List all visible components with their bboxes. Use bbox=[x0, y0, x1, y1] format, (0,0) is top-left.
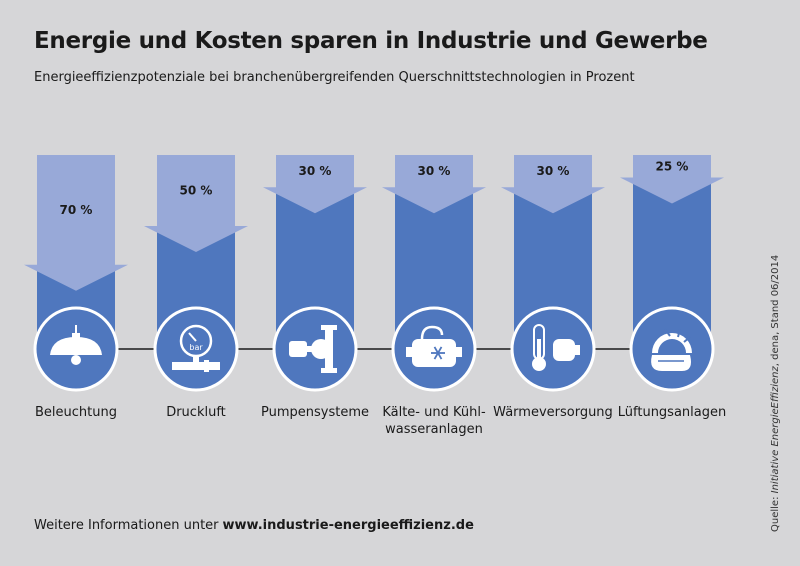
savings-arrow bbox=[24, 155, 128, 291]
category-label: Beleuchtung bbox=[35, 405, 117, 420]
lamp-icon bbox=[33, 306, 119, 392]
category-label: Lüftungsanlagen bbox=[618, 405, 726, 420]
savings-arrow bbox=[144, 155, 248, 252]
value-label: 30 % bbox=[537, 164, 570, 178]
source-prefix: Quelle: bbox=[770, 493, 781, 532]
category-label: Wärmeversorgung bbox=[493, 405, 613, 420]
category-label: wasseranlagen bbox=[385, 422, 483, 437]
value-label: 70 % bbox=[60, 203, 93, 217]
svg-text:bar: bar bbox=[189, 343, 203, 352]
value-label: 30 % bbox=[418, 164, 451, 178]
chart-subtitle: Energieeffizienzpotenziale bei branchenü… bbox=[34, 70, 635, 85]
pump-icon bbox=[272, 306, 358, 392]
fan-icon bbox=[629, 306, 715, 392]
source-suffix: , dena, Stand 06/2014 bbox=[770, 254, 781, 367]
chart-title: Energie und Kosten sparen in Industrie u… bbox=[34, 28, 708, 54]
value-label: 25 % bbox=[656, 159, 689, 173]
category-label: Kälte- und Kühl- bbox=[382, 405, 486, 420]
savings-arrow bbox=[620, 155, 724, 204]
footer: Weitere Informationen unter www.industrie… bbox=[34, 518, 474, 533]
source-organization: Initiative EnergieEffizienz bbox=[770, 366, 781, 494]
pressure-gauge-icon: bar bbox=[153, 306, 239, 392]
footer-url[interactable]: www.industrie-energieeffizienz.de bbox=[222, 518, 474, 533]
savings-arrow bbox=[382, 155, 486, 214]
category-label: Druckluft bbox=[166, 405, 226, 420]
savings-arrow bbox=[263, 155, 367, 214]
category-label: Pumpensysteme bbox=[261, 405, 369, 420]
footer-text: Weitere Informationen unter bbox=[34, 518, 219, 533]
thermometer-heater-icon bbox=[510, 306, 596, 392]
value-label: 50 % bbox=[180, 184, 213, 198]
cooling-unit-icon bbox=[391, 306, 477, 392]
source-note: Quelle: Initiative EnergieEffizienz, den… bbox=[770, 255, 781, 532]
savings-arrow bbox=[501, 155, 605, 214]
value-label: 30 % bbox=[299, 164, 332, 178]
